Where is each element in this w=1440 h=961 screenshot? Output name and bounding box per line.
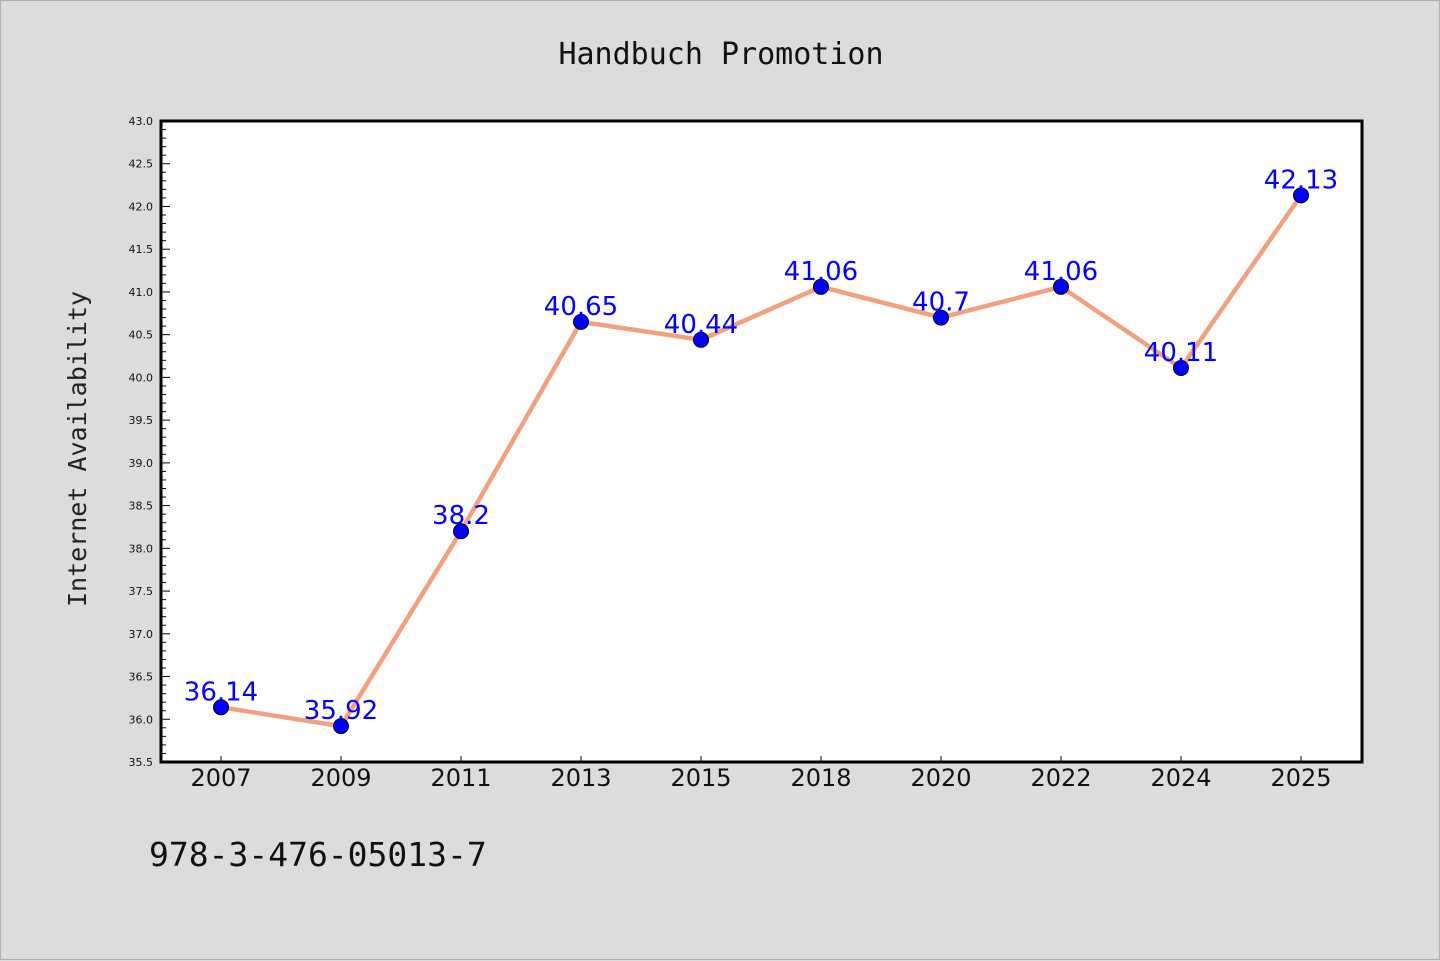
y-tick-label: 41.0 <box>129 286 154 299</box>
y-tick-label: 35.5 <box>129 756 154 769</box>
y-tick-label: 36.0 <box>129 713 154 726</box>
data-label: 40.44 <box>664 310 738 340</box>
data-point <box>1293 187 1309 204</box>
data-label: 38.2 <box>432 501 490 531</box>
data-label: 36.14 <box>184 677 258 707</box>
x-tick-label: 2007 <box>190 764 251 792</box>
x-tick-label: 2015 <box>670 764 731 792</box>
data-point <box>573 313 589 330</box>
x-tick-label: 2020 <box>910 764 971 792</box>
y-tick-label: 42.5 <box>129 158 154 171</box>
y-tick-label: 37.5 <box>129 585 154 598</box>
x-tick-label: 2013 <box>550 764 611 792</box>
data-point <box>693 331 709 348</box>
y-axis-label: Internet Availability <box>63 291 92 607</box>
chart-title: Handbuch Promotion <box>558 37 883 72</box>
data-point <box>933 309 949 326</box>
x-tick-label: 2011 <box>430 764 491 792</box>
y-tick-label: 38.5 <box>129 500 154 513</box>
data-label: 40.65 <box>544 292 618 322</box>
footer-isbn: 978-3-476-05013-7 <box>149 835 487 874</box>
y-tick-label: 39.5 <box>129 414 154 427</box>
data-point <box>813 278 829 295</box>
y-tick-label: 39.0 <box>129 457 154 470</box>
data-label: 41.06 <box>1024 257 1098 287</box>
data-point <box>333 718 349 735</box>
x-tick-label: 2025 <box>1270 764 1331 792</box>
data-point <box>1053 278 1069 295</box>
y-tick-label: 42.0 <box>129 200 154 213</box>
y-tick-label: 38.0 <box>129 542 154 555</box>
axis-ticks: 35.5 36.0 36.5 37.0 37.5 38.0 38.5 39.0 39.5 40.0… <box>129 115 1332 792</box>
y-tick-label: 37.0 <box>129 628 154 641</box>
y-tick-label: 43.0 <box>129 115 154 128</box>
plot-border <box>159 119 1364 764</box>
y-tick-label: 40.5 <box>129 329 154 342</box>
series-line <box>218 193 1304 729</box>
x-tick-label: 2018 <box>790 764 851 792</box>
data-label: 40.11 <box>1144 338 1218 368</box>
x-tick-label: 2009 <box>310 764 371 792</box>
data-point <box>1173 359 1189 376</box>
data-label: 40.7 <box>912 288 970 318</box>
x-tick-label: 2024 <box>1150 764 1211 792</box>
data-point <box>453 523 469 540</box>
series-layer: 36.14 35.92 38.2 40.65 40.44 41.06 40.7 41.06 40… <box>184 165 1338 735</box>
y-tick-label: 41.5 <box>129 243 154 256</box>
plot-area <box>161 121 1362 762</box>
data-label: 35.92 <box>304 696 378 726</box>
x-tick-label: 2022 <box>1030 764 1091 792</box>
data-point <box>213 699 229 716</box>
data-label: 41.06 <box>784 257 858 287</box>
y-tick-label: 40.0 <box>129 371 154 384</box>
data-label: 42.13 <box>1264 165 1338 195</box>
y-tick-label: 36.5 <box>129 671 154 684</box>
